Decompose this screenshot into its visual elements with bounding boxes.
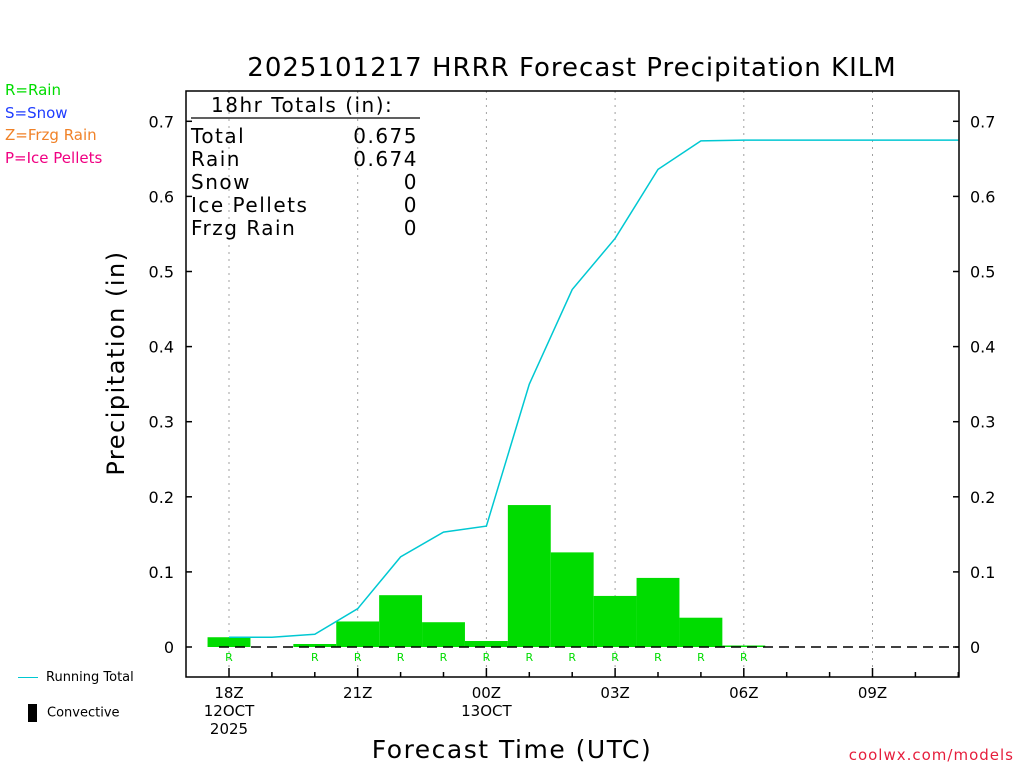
precip-type-label: R: [525, 651, 533, 664]
precip-type-label: R: [697, 651, 705, 664]
rain-bar: [336, 621, 380, 647]
y-tick-label-right: 0.4: [970, 338, 995, 357]
y-tick-label-right: 0.5: [970, 263, 995, 282]
y-axis-label: Precipitation (in): [102, 250, 130, 475]
y-tick-label-left: 0.7: [149, 112, 174, 131]
x-tick-label: 06Z: [729, 684, 758, 702]
totals-row-label: Frzg Rain: [191, 216, 296, 240]
precip-legend-item: Z=Frzg Rain: [5, 126, 97, 144]
precip-type-label: R: [611, 651, 619, 664]
precip-type-label: R: [654, 651, 662, 664]
rain-bar: [464, 640, 508, 647]
precip-legend-item: S=Snow: [5, 103, 68, 122]
rain-bar: [636, 577, 680, 647]
precip-type-legend: R=Rain S=Snow Z=Frzg Rain P=Ice Pellets: [5, 79, 102, 169]
x-tick-label: 13OCT: [461, 702, 512, 720]
precip-legend-item: P=Ice Pellets: [5, 148, 103, 167]
y-tick-label-left: 0.5: [149, 263, 174, 282]
rain-bar: [207, 637, 251, 647]
running-total-legend: Running Total: [18, 670, 158, 685]
y-tick-label-left: 0.6: [149, 187, 174, 206]
totals-row-label: Snow: [191, 170, 251, 194]
convective-swatch: [28, 704, 37, 722]
running-total-swatch: [18, 677, 38, 678]
x-tick-label: 09Z: [858, 684, 887, 702]
totals-header: 18hr Totals (in):: [211, 93, 393, 117]
y-tick-label-right: 0.7: [970, 112, 995, 131]
y-tick-label-left: 0.3: [149, 413, 174, 432]
x-axis-label: Forecast Time (UTC): [372, 735, 652, 764]
y-tick-label-left: 0: [164, 638, 174, 657]
precip-type-label: R: [225, 651, 233, 664]
running-total-path: [229, 139, 959, 638]
totals-row-label: Ice Pellets: [191, 193, 308, 217]
precip-type-label: R: [740, 651, 748, 664]
totals-row-label: Rain: [191, 147, 241, 171]
y-tick-label-left: 0.1: [149, 563, 174, 582]
totals-row-value: 0: [404, 216, 418, 240]
precip-type-label: R: [568, 651, 576, 664]
y-tick-label-right: 0.3: [970, 413, 995, 432]
precip-type-label: R: [483, 651, 491, 664]
x-tick-label: 18Z: [214, 684, 243, 702]
y-tick-label-left: 0.2: [149, 488, 174, 507]
rain-bar: [593, 595, 637, 647]
rain-bar: [722, 645, 766, 647]
rain-bar: [379, 595, 423, 647]
x-tick-label: 21Z: [343, 684, 372, 702]
y-tick-label-right: 0.2: [970, 488, 995, 507]
running-total-line: [229, 139, 959, 638]
x-tick-label: 03Z: [600, 684, 629, 702]
convective-legend-label: Convective: [47, 705, 120, 721]
rain-bar: [422, 622, 465, 647]
totals-row-label: Total: [190, 124, 245, 148]
precip-type-label: R: [440, 651, 448, 664]
x-tick-label: 00Z: [472, 684, 501, 702]
running-total-legend-label: Running Total: [46, 670, 134, 685]
rain-bar: [679, 617, 723, 647]
convective-legend: Convective: [18, 704, 158, 722]
totals-box: 18hr Totals (in): Total 0.675 Rain 0.674 Snow…: [190, 93, 420, 240]
precip-type-label: R: [311, 651, 319, 664]
y-tick-label-right: 0.1: [970, 563, 995, 582]
y-tick-label-left: 0.4: [149, 338, 174, 357]
precip-legend-item: R=Rain: [5, 81, 61, 99]
rain-bar: [507, 505, 551, 647]
chart-title: 2025101217 HRRR Forecast Precipitation K…: [247, 53, 896, 83]
totals-row-value: 0: [404, 170, 418, 194]
hourly-rain-bars: [207, 505, 959, 648]
y-tick-label-right: 0.6: [970, 187, 995, 206]
y-axis-ticks: 0 00.1 0.10.2 0.20.3 0.30.4 0.40.5 0.50.6 0.60.…: [149, 112, 996, 657]
precip-type-label: R: [354, 651, 362, 664]
totals-row-value: 0.675: [353, 124, 418, 148]
x-tick-label: 12OCT: [204, 702, 255, 720]
x-tick-label: 2025: [210, 720, 248, 738]
credit-text: coolwx.com/models: [848, 746, 1014, 764]
totals-row-value: 0: [404, 193, 418, 217]
totals-row-value: 0.674: [353, 147, 418, 171]
rain-bar: [550, 552, 594, 647]
precip-type-label: R: [397, 651, 405, 664]
y-tick-label-right: 0: [970, 638, 980, 657]
rain-bar: [293, 643, 337, 647]
